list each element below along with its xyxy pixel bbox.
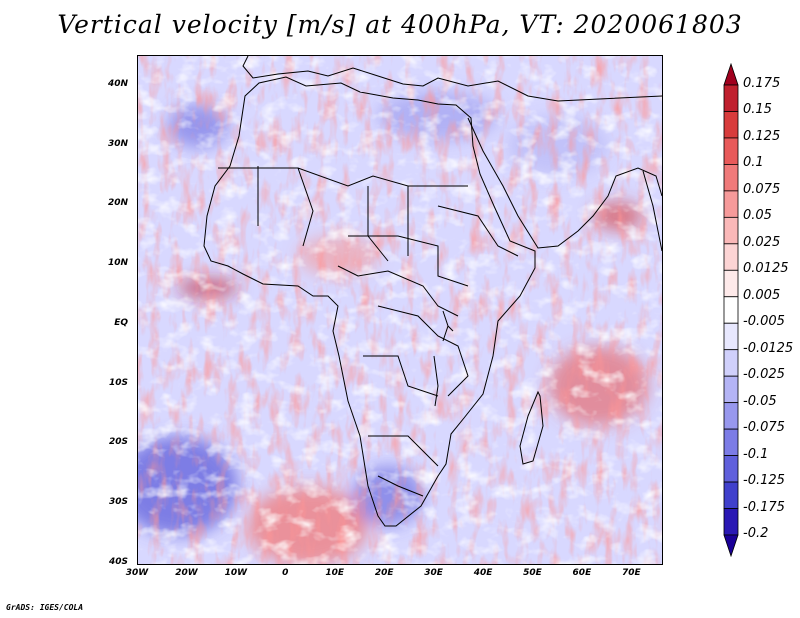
colorbar-swatch [723, 322, 739, 351]
colorbar-label: -0.075 [743, 420, 785, 436]
lat-tick-label: 20S [108, 437, 128, 448]
coastlines-and-borders [203, 56, 662, 527]
africa-coastline [203, 76, 536, 527]
colorbar [723, 63, 739, 557]
lon-tick-label: 10E [325, 568, 345, 578]
lon-tick-label: 0 [282, 568, 289, 578]
lat-tick-label: 20N [107, 198, 128, 209]
colorbar-swatch [723, 296, 739, 324]
colorbar-swatch [723, 269, 739, 298]
colorbar-swatch [723, 243, 739, 271]
colorbar-label: 0.005 [743, 287, 781, 303]
colorbar-swatch [723, 164, 739, 192]
great-lakes [433, 310, 454, 407]
lat-tick-label: 10N [107, 258, 128, 269]
lat-tick-label: 30S [108, 497, 128, 508]
lon-tick-label: 30W [125, 568, 149, 578]
colorbar-label: 0.075 [743, 181, 781, 197]
colorbar-label: -0.0125 [743, 340, 794, 356]
lon-tick-label: 60E [572, 568, 592, 578]
colorbar-swatch [723, 349, 739, 377]
lat-tick-label: 40S [108, 557, 128, 567]
lon-tick-label: 20E [374, 568, 394, 578]
colorbar-label: -0.125 [743, 473, 785, 489]
country-borders [218, 166, 519, 497]
colorbar-label: -0.05 [743, 393, 777, 409]
colorbar-label: 0.05 [743, 208, 772, 224]
colorbar-swatch [723, 216, 739, 245]
velocity-field [138, 56, 662, 564]
colorbar-label: 0.125 [743, 128, 781, 144]
colorbar-label: -0.005 [743, 314, 785, 330]
lon-tick-label: 30E [424, 568, 443, 578]
colorbar-swatch [723, 190, 739, 218]
europe-coastline [242, 56, 662, 102]
colorbar-label: 0.0125 [743, 261, 789, 277]
lon-tick-label: 20W [175, 568, 198, 578]
chart-title: Vertical velocity [m/s] at 400hPa, VT: 2… [57, 10, 743, 39]
lon-tick-label: 50E [523, 568, 542, 578]
colorbar-swatch [723, 137, 739, 165]
colorbar-label: 0.1 [743, 155, 764, 171]
colorbar-label: -0.025 [743, 367, 785, 383]
lat-tick-label: 10S [108, 377, 128, 388]
india-coastline [642, 170, 662, 252]
lon-tick-label: 10W [224, 568, 248, 578]
arabia-coastline [467, 117, 662, 249]
lat-tick-label: 30N [107, 138, 128, 149]
colorbar-label: 0.175 [743, 76, 781, 91]
colorbar-swatch [723, 481, 739, 509]
colorbar-swatch [723, 455, 739, 483]
lon-tick-label: 70E [621, 568, 641, 578]
colorbar-swatch [723, 534, 739, 557]
map-plot-area [137, 55, 663, 565]
colorbar-label: 0.025 [743, 234, 781, 250]
colorbar-swatch [723, 63, 739, 86]
field-texture-neutral [138, 56, 662, 564]
colorbar-label: -0.2 [743, 526, 769, 541]
lat-tick-label: EQ [114, 317, 128, 328]
colorbar-label: 0.15 [743, 102, 772, 118]
colorbar-swatch [723, 508, 739, 536]
colorbar-label: -0.175 [743, 499, 785, 515]
colorbar-swatch [723, 375, 739, 404]
colorbar-swatch [723, 428, 739, 456]
vertical-velocity-map [138, 56, 662, 564]
lon-tick-label: 40E [473, 568, 493, 578]
madagascar-coastline [519, 390, 544, 465]
lat-tick-label: 40N [107, 78, 128, 89]
colorbar-swatch [723, 402, 739, 430]
colorbar-swatch [723, 84, 739, 112]
colorbar-swatch [723, 111, 739, 139]
grads-credit: GrADS: IGES/COLA [6, 603, 84, 612]
colorbar-label: -0.1 [743, 446, 769, 462]
